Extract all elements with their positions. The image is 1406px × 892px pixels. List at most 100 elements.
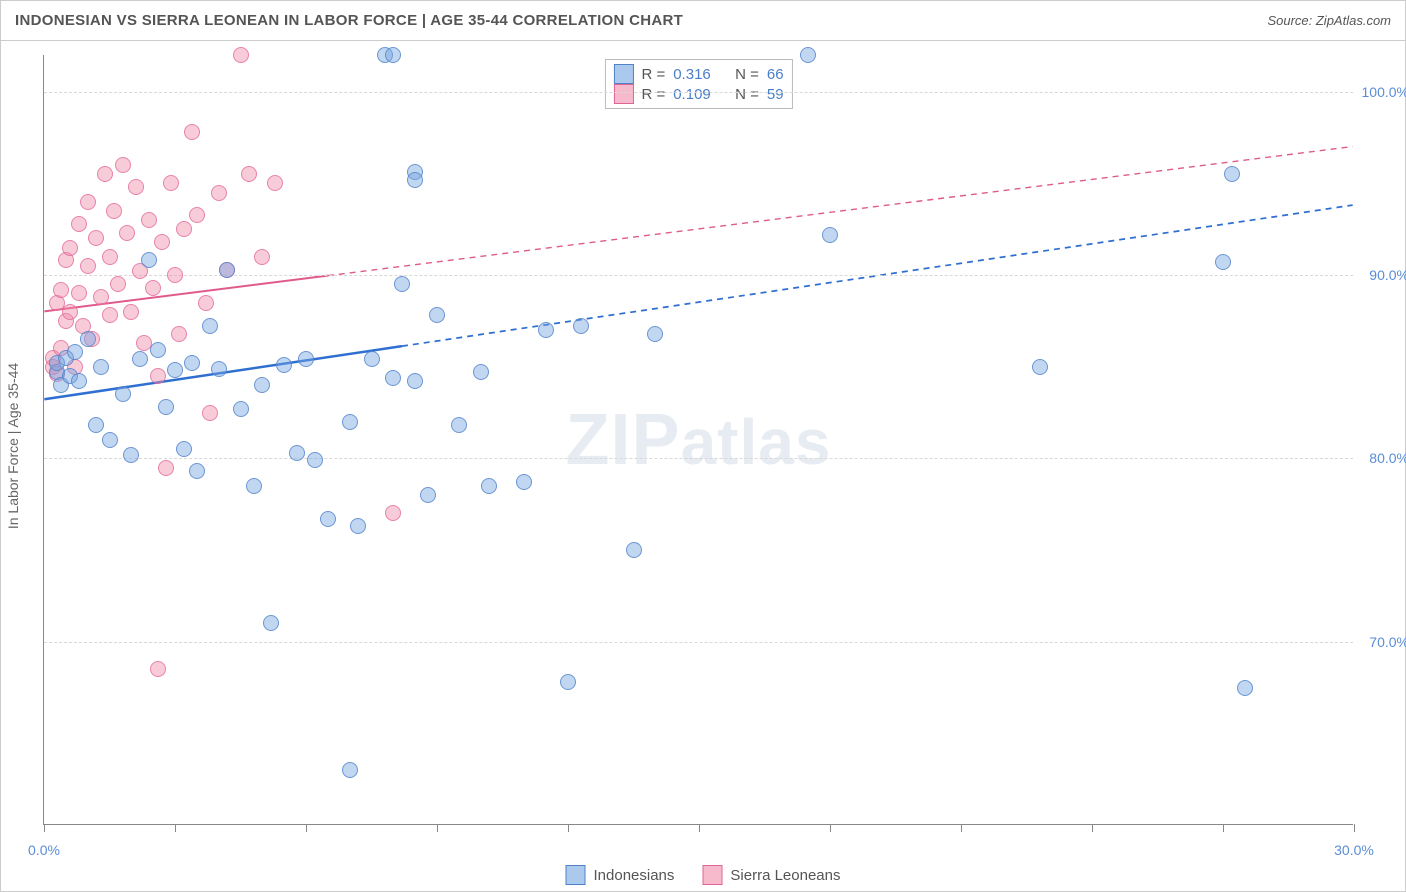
swatch-blue-icon (613, 64, 633, 84)
scatter-point (80, 194, 96, 210)
scatter-point (342, 414, 358, 430)
scatter-point (573, 318, 589, 334)
scatter-point (254, 377, 270, 393)
scatter-point (267, 175, 283, 191)
scatter-point (141, 212, 157, 228)
scatter-point (115, 386, 131, 402)
stats-row-blue: R = 0.316 N = 66 (613, 64, 783, 84)
scatter-point (88, 417, 104, 433)
x-tick (44, 824, 45, 832)
scatter-point (106, 203, 122, 219)
scatter-point (171, 326, 187, 342)
gridline (44, 92, 1353, 93)
scatter-point (364, 351, 380, 367)
legend-item-blue: Indonesians (566, 865, 675, 885)
y-tick-label: 100.0% (1359, 84, 1406, 100)
scatter-point (189, 463, 205, 479)
n-label: N = (735, 66, 759, 83)
scatter-point (233, 401, 249, 417)
scatter-point (320, 511, 336, 527)
scatter-point (158, 460, 174, 476)
x-tick (699, 824, 700, 832)
scatter-point (71, 285, 87, 301)
scatter-point (254, 249, 270, 265)
scatter-point (560, 674, 576, 690)
pink-n-value: 59 (767, 86, 784, 103)
trend-lines (44, 55, 1353, 824)
scatter-point (176, 441, 192, 457)
scatter-point (163, 175, 179, 191)
gridline (44, 458, 1353, 459)
scatter-point (71, 216, 87, 232)
plot-area: ZIPatlas R = 0.316 N = 66 R = 0.109 N = … (43, 55, 1353, 825)
scatter-point (233, 47, 249, 63)
scatter-point (119, 225, 135, 241)
scatter-point (62, 240, 78, 256)
scatter-point (241, 166, 257, 182)
blue-n-value: 66 (767, 66, 784, 83)
scatter-point (246, 478, 262, 494)
scatter-point (626, 542, 642, 558)
scatter-point (1215, 254, 1231, 270)
scatter-point (167, 267, 183, 283)
pink-r-value: 0.109 (673, 86, 711, 103)
scatter-point (822, 227, 838, 243)
source-label: Source: ZipAtlas.com (1267, 13, 1391, 28)
scatter-point (298, 351, 314, 367)
x-tick-label: 0.0% (28, 842, 60, 858)
x-tick (1354, 824, 1355, 832)
scatter-point (420, 487, 436, 503)
scatter-point (150, 342, 166, 358)
scatter-point (407, 172, 423, 188)
x-tick (568, 824, 569, 832)
swatch-pink-icon (613, 84, 633, 104)
scatter-point (211, 361, 227, 377)
scatter-point (385, 370, 401, 386)
scatter-point (150, 368, 166, 384)
scatter-point (289, 445, 305, 461)
scatter-point (110, 276, 126, 292)
scatter-point (141, 252, 157, 268)
scatter-point (53, 282, 69, 298)
legend-swatch-blue-icon (566, 865, 586, 885)
legend-label-pink: Sierra Leoneans (730, 867, 840, 884)
scatter-point (385, 47, 401, 63)
scatter-point (123, 447, 139, 463)
scatter-point (62, 304, 78, 320)
scatter-point (385, 505, 401, 521)
scatter-point (800, 47, 816, 63)
scatter-point (97, 166, 113, 182)
scatter-point (202, 405, 218, 421)
scatter-point (102, 432, 118, 448)
scatter-point (198, 295, 214, 311)
scatter-point (189, 207, 205, 223)
scatter-point (93, 359, 109, 375)
bottom-legend: Indonesians Sierra Leoneans (566, 865, 841, 885)
legend-item-pink: Sierra Leoneans (702, 865, 840, 885)
scatter-point (276, 357, 292, 373)
scatter-point (80, 258, 96, 274)
blue-r-value: 0.316 (673, 66, 711, 83)
y-axis-label: In Labor Force | Age 35-44 (5, 363, 21, 529)
chart-title: INDONESIAN VS SIERRA LEONEAN IN LABOR FO… (15, 12, 683, 29)
x-tick (437, 824, 438, 832)
scatter-point (307, 452, 323, 468)
scatter-point (184, 355, 200, 371)
scatter-point (211, 185, 227, 201)
legend-swatch-pink-icon (702, 865, 722, 885)
scatter-point (394, 276, 410, 292)
scatter-point (481, 478, 497, 494)
scatter-point (647, 326, 663, 342)
stats-box: R = 0.316 N = 66 R = 0.109 N = 59 (604, 59, 792, 109)
scatter-point (1237, 680, 1253, 696)
scatter-point (184, 124, 200, 140)
y-tick-label: 80.0% (1359, 450, 1406, 466)
scatter-point (167, 362, 183, 378)
scatter-point (115, 157, 131, 173)
r-label: R = (641, 86, 665, 103)
chart-container: INDONESIAN VS SIERRA LEONEAN IN LABOR FO… (0, 0, 1406, 892)
r-label: R = (641, 66, 665, 83)
stats-row-pink: R = 0.109 N = 59 (613, 84, 783, 104)
scatter-point (145, 280, 161, 296)
legend-label-blue: Indonesians (594, 867, 675, 884)
